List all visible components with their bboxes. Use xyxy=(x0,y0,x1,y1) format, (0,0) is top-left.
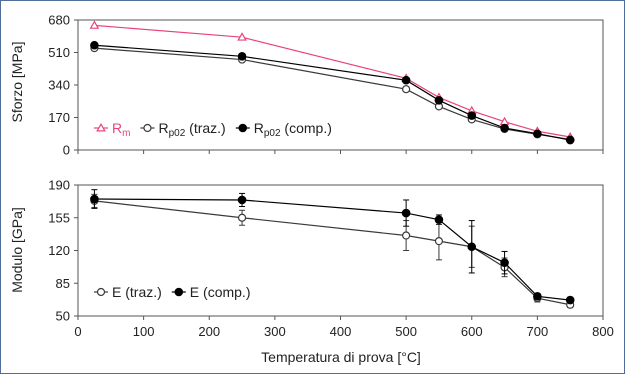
top-y-tick-label: 0 xyxy=(63,143,70,158)
top-series-1-point xyxy=(237,32,247,41)
top-series-3-point xyxy=(90,40,99,50)
bottom-series-2-line xyxy=(94,198,571,301)
x-tick-label: 100 xyxy=(133,324,155,339)
bottom-y-tick-label: 85 xyxy=(56,276,70,291)
bottom-series-1-point xyxy=(402,231,411,240)
bottom-series-2-point xyxy=(401,208,411,218)
top-series-3-point xyxy=(401,75,411,85)
x-tick-label: 0 xyxy=(74,324,81,339)
bottom-y-tick-label: 155 xyxy=(48,210,70,225)
bottom-series-2-point xyxy=(467,242,477,252)
top-series-2-line xyxy=(94,47,571,141)
bottom-legend-1-marker xyxy=(96,287,106,297)
top-y-tick-label: 340 xyxy=(48,78,70,93)
x-axis-label: Temperatura di prova [°C] xyxy=(261,349,421,365)
top-legend-1-marker xyxy=(96,122,106,132)
bottom-series-2-point xyxy=(434,215,444,224)
bottom-y-tick-label: 50 xyxy=(56,309,70,324)
x-tick-label: 400 xyxy=(330,324,352,339)
top-y-axis-label: Sforzo [MPa] xyxy=(9,42,25,123)
bottom-series-2-point xyxy=(565,295,575,305)
bottom-series-1-point xyxy=(237,213,247,222)
bottom-series-1-line xyxy=(94,200,571,306)
bottom-series-2-point xyxy=(500,258,509,267)
top-series-3-line xyxy=(94,44,571,141)
bottom-legend-2-label: E (comp.) xyxy=(190,284,251,300)
top-series-2-point xyxy=(402,85,411,94)
x-tick-label: 700 xyxy=(527,324,549,339)
bottom-y-tick-label: 190 xyxy=(48,178,70,193)
top-series-3-point xyxy=(500,123,509,133)
top-y-tick-label: 170 xyxy=(48,110,70,125)
top-series-3-point xyxy=(434,95,444,105)
bottom-legend-2-marker xyxy=(174,287,184,297)
top-series-1-line xyxy=(94,24,571,138)
top-series-3-point xyxy=(565,135,575,145)
bottom-series-2-point xyxy=(90,194,99,204)
top-legend-3-label: Rp02 (comp.) xyxy=(254,120,332,139)
top-series-3-point xyxy=(467,111,477,120)
top-legend-3-marker xyxy=(238,123,248,133)
x-tick-label: 200 xyxy=(198,324,220,339)
bottom-y-tick-label: 120 xyxy=(48,243,70,258)
bottom-legend-1-label: E (traz.) xyxy=(112,284,162,300)
top-series-3-point xyxy=(237,52,247,61)
x-tick-label: 600 xyxy=(461,324,483,339)
x-tick-label: 300 xyxy=(264,324,286,339)
top-series-3-point xyxy=(533,129,542,139)
top-plot-frame xyxy=(77,19,604,151)
bottom-y-axis-label: Modulo [GPa] xyxy=(9,207,25,293)
top-y-tick-label: 510 xyxy=(48,45,70,60)
x-tick-label: 800 xyxy=(592,324,614,339)
top-legend-1-label: Rm xyxy=(112,120,130,139)
top-y-tick-label: 680 xyxy=(48,13,70,28)
top-series-1-point xyxy=(89,20,100,29)
bottom-series-1-point xyxy=(434,237,444,246)
bottom-series-2-point xyxy=(237,195,247,205)
bottom-series-2-point xyxy=(533,292,542,301)
x-tick-label: 500 xyxy=(395,324,417,339)
top-legend-2-marker xyxy=(143,123,152,133)
top-legend-2-label: Rp02 (traz.) xyxy=(158,120,225,139)
